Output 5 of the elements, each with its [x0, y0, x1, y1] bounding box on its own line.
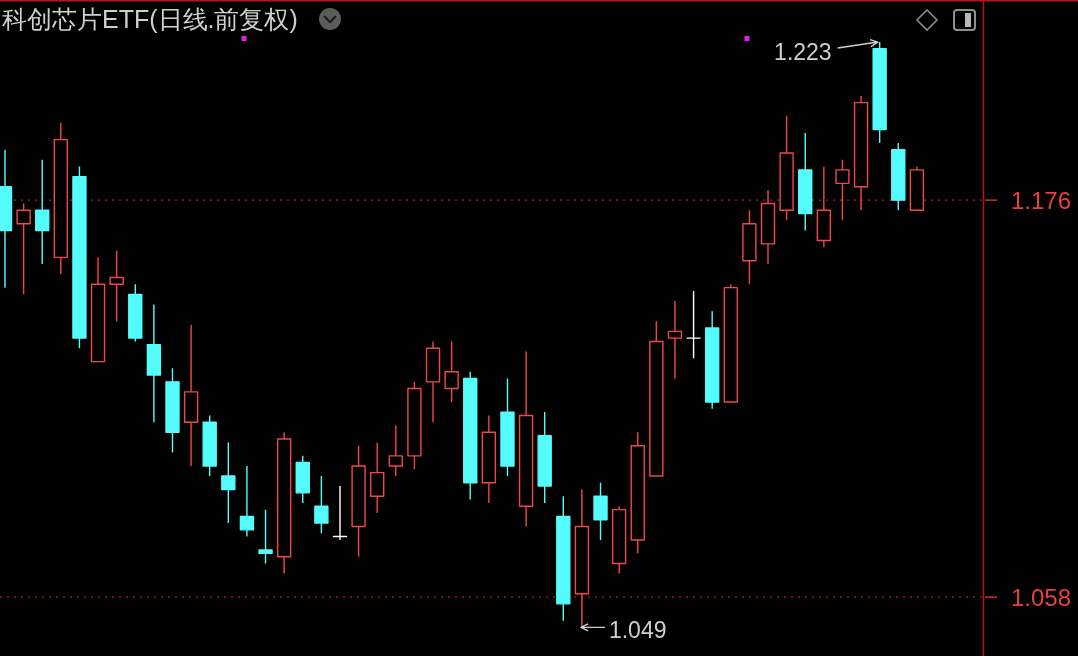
annotation-text: 1.223	[774, 39, 832, 66]
ytick-label: 1.176	[1011, 186, 1072, 214]
title: 科创芯片ETF(日线.前复权)	[2, 5, 298, 33]
annotation-text: 1.049	[608, 617, 667, 644]
ytick-label: 1.058	[1011, 583, 1072, 611]
